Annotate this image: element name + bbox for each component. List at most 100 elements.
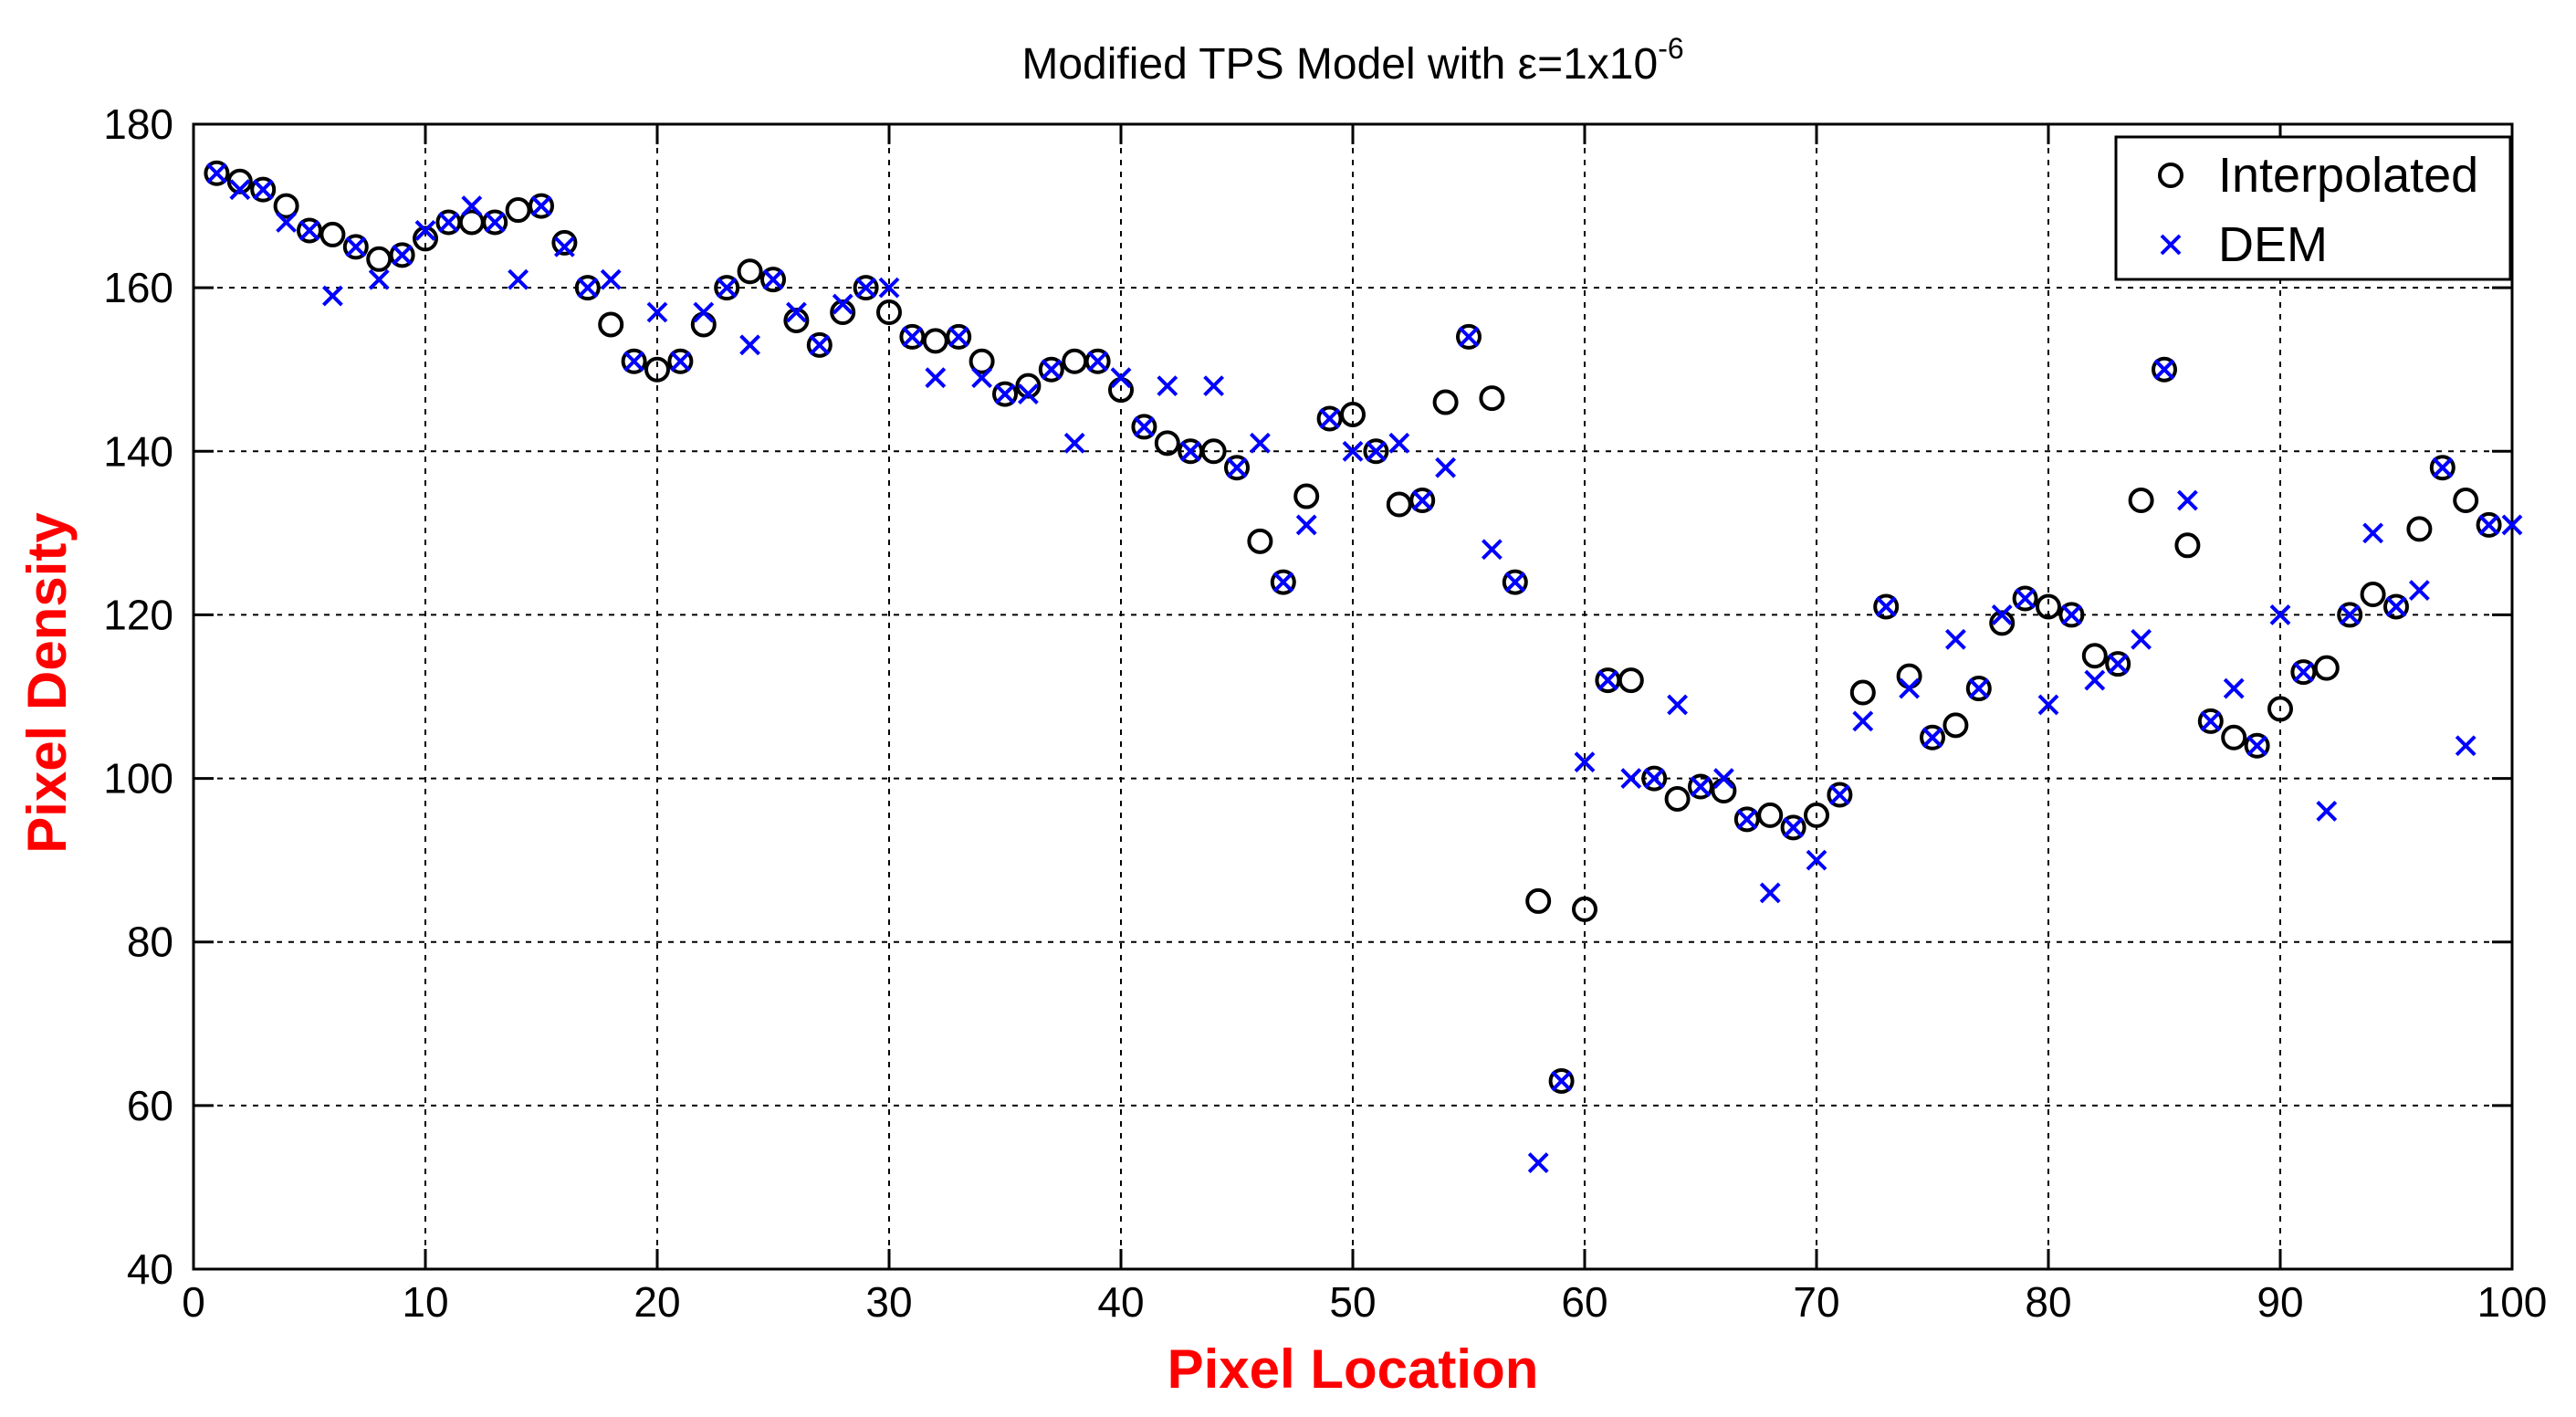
- interpolated-point: [2383, 593, 2409, 620]
- dem-point: [1481, 539, 1503, 561]
- interpolated-point: [2012, 585, 2038, 612]
- interpolated-point: [366, 246, 393, 272]
- dem-point: [1712, 768, 1734, 789]
- dem-point: [1157, 375, 1178, 397]
- x-tick-label: 20: [634, 1278, 680, 1326]
- dem-point: [600, 268, 622, 290]
- dem-point: [1319, 408, 1341, 429]
- x-tick-label: 90: [2257, 1278, 2303, 1326]
- dem-point: [785, 301, 807, 323]
- dem-point: [368, 268, 390, 290]
- dem-point: [2200, 710, 2222, 732]
- y-tick-label: 80: [127, 918, 173, 966]
- dem-point: [2176, 489, 2198, 511]
- dem-point: [1110, 367, 1132, 389]
- interpolated-point: [1942, 712, 1969, 739]
- interpolated-point: [413, 226, 438, 252]
- dem-point: [2362, 522, 2384, 544]
- interpolated-point: [1688, 773, 1713, 800]
- dem-point: [2153, 359, 2175, 381]
- legend-box: [2114, 135, 2512, 281]
- dem-point: [1852, 710, 1874, 732]
- dem-point: [484, 212, 506, 233]
- interpolated-point: [1363, 438, 1389, 465]
- dem-point: [1806, 849, 1827, 871]
- dem-point: [948, 326, 969, 348]
- dem-point: [1828, 784, 1850, 805]
- dem-point: [1017, 383, 1039, 404]
- interpolated-point: [250, 176, 277, 203]
- interpolated-point: [1572, 896, 1597, 922]
- interpolated-point: [1340, 401, 1366, 427]
- interpolated-point: [226, 168, 253, 194]
- dem-point: [1458, 326, 1480, 348]
- dem-point: [1597, 669, 1618, 691]
- x-tick-label: 10: [402, 1278, 448, 1326]
- dem-point: [901, 326, 923, 348]
- dem-point: [646, 301, 668, 323]
- interpolated-point: [1479, 385, 1505, 412]
- interpolated-point: [1548, 1067, 1575, 1094]
- dem-point: [2107, 653, 2129, 675]
- interpolated-point: [2429, 455, 2456, 481]
- dem-point: [1690, 776, 1712, 797]
- dem-point: [2455, 735, 2477, 757]
- interpolated-point: [1270, 569, 1296, 595]
- interpolated-point: [969, 348, 995, 374]
- x-tick-label: 60: [1561, 1278, 1607, 1326]
- legend-interpolated-label: Interpolated: [2218, 148, 2478, 203]
- dem-point: [553, 236, 575, 257]
- dem-point: [1411, 489, 1433, 511]
- interpolated-point: [621, 348, 647, 374]
- legend: Interpolated DEM: [2114, 135, 2512, 281]
- dem-point: [2015, 588, 2037, 609]
- chart-title: Modified TPS Model with ε=1x10-6: [1021, 32, 1683, 89]
- interpolated-point: [319, 221, 346, 247]
- interpolated-point: [297, 217, 322, 244]
- dem-point: [1667, 694, 1689, 716]
- y-tick-label: 120: [103, 591, 173, 638]
- dem-point: [1736, 808, 1758, 830]
- dem-point: [2269, 604, 2291, 625]
- interpolated-point: [1409, 488, 1436, 514]
- interpolated-point: [876, 299, 902, 326]
- interpolated-point: [830, 299, 856, 326]
- interpolated-point: [1432, 389, 1459, 415]
- dem-point: [205, 163, 227, 184]
- interpolated-point: [899, 323, 926, 350]
- interpolated-point: [1827, 782, 1853, 808]
- dem-point: [2246, 735, 2268, 757]
- dem-point: [2292, 661, 2314, 683]
- dem-point: [1041, 359, 1063, 381]
- dem-point: [508, 268, 529, 290]
- dem-point: [345, 236, 367, 257]
- interpolated-point: [1525, 887, 1552, 914]
- interpolated-point: [2036, 593, 2061, 620]
- dem-point: [1783, 816, 1805, 838]
- interpolated-point: [783, 307, 810, 333]
- y-tick-label: 40: [127, 1245, 173, 1293]
- dem-point: [762, 268, 784, 290]
- interpolated-point: [1038, 356, 1064, 383]
- interpolated-point: [529, 193, 554, 219]
- interpolated-point: [2058, 602, 2085, 628]
- interpolated-point: [2197, 708, 2224, 734]
- dem-point: [1203, 375, 1225, 397]
- interpolated-point: [1780, 814, 1806, 841]
- dem-point: [878, 277, 900, 299]
- x-axis-label: Pixel Location: [1168, 1338, 1539, 1400]
- dem-point: [1574, 751, 1596, 773]
- axis-ticks: [192, 122, 2514, 1271]
- dem-point: [414, 220, 436, 241]
- y-tick-label: 60: [127, 1082, 173, 1129]
- dem-point: [437, 212, 459, 233]
- dem-point: [276, 212, 298, 233]
- interpolated-point: [2128, 488, 2154, 514]
- interpolated-point: [1200, 438, 1227, 465]
- dem-point: [1759, 882, 1781, 904]
- interpolated-point: [1989, 610, 2016, 636]
- dem-point: [1179, 440, 1201, 462]
- dem-point: [716, 277, 738, 299]
- dem-point: [809, 334, 831, 356]
